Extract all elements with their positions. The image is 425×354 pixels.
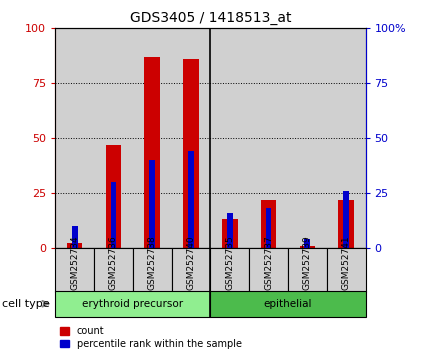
Bar [72, 226, 77, 248]
Text: GSM252741: GSM252741 [342, 235, 351, 290]
Bar [288, 248, 327, 292]
Bar [183, 59, 199, 248]
Bar [94, 248, 133, 292]
Bar [55, 248, 94, 292]
Bar [172, 28, 210, 248]
Bar [67, 244, 82, 248]
Text: cell type: cell type [2, 299, 50, 309]
Bar [133, 28, 172, 248]
Bar [304, 239, 310, 248]
Text: GSM252740: GSM252740 [187, 235, 196, 290]
Bar [261, 200, 276, 248]
Text: GSM252734: GSM252734 [70, 235, 79, 290]
Bar [338, 200, 354, 248]
Bar [327, 28, 366, 248]
Bar [249, 248, 288, 292]
Text: GSM252737: GSM252737 [264, 235, 273, 290]
Bar [188, 151, 194, 248]
Bar [249, 28, 288, 248]
Text: GSM252738: GSM252738 [148, 235, 157, 290]
Bar [149, 160, 155, 248]
Text: GSM252736: GSM252736 [109, 235, 118, 290]
Bar [55, 28, 94, 248]
Bar [133, 248, 172, 292]
Bar [55, 291, 210, 317]
Bar [327, 248, 366, 292]
Bar [266, 208, 272, 248]
Bar [210, 291, 366, 317]
Bar [288, 28, 327, 248]
Text: erythroid precursor: erythroid precursor [82, 299, 183, 309]
Text: GSM252739: GSM252739 [303, 235, 312, 290]
Bar [110, 182, 116, 248]
Bar [210, 28, 249, 248]
Bar [106, 145, 121, 248]
Bar [222, 219, 238, 248]
Title: GDS3405 / 1418513_at: GDS3405 / 1418513_at [130, 11, 291, 24]
Text: GSM252735: GSM252735 [225, 235, 234, 290]
Legend: count, percentile rank within the sample: count, percentile rank within the sample [60, 326, 242, 349]
Text: epithelial: epithelial [264, 299, 312, 309]
Bar [343, 191, 349, 248]
Bar [210, 248, 249, 292]
Bar [172, 248, 210, 292]
Bar [144, 57, 160, 248]
Bar [300, 246, 315, 248]
Bar [227, 213, 232, 248]
Bar [94, 28, 133, 248]
